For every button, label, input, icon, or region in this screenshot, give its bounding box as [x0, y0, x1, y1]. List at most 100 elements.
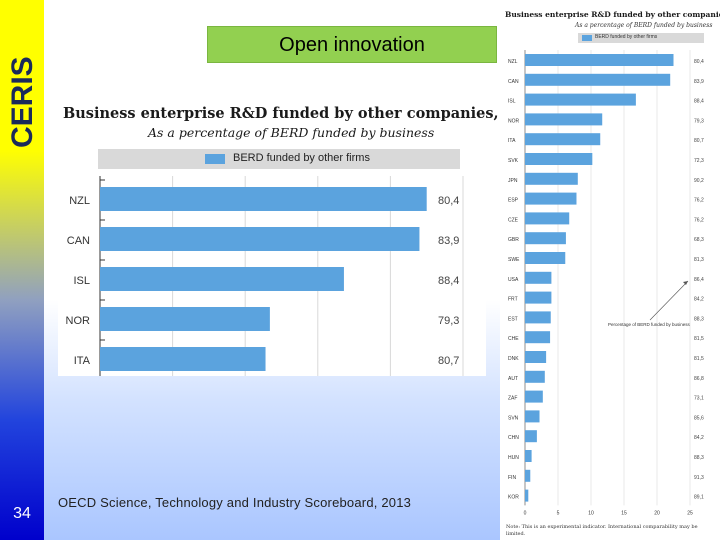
category-label: ESP [508, 198, 519, 204]
value-label: 81,3 [694, 257, 704, 263]
side-chart-subtitle: As a percentage of BERD funded by busine… [575, 22, 713, 29]
value-label: 85,6 [694, 415, 704, 421]
category-label: USA [508, 277, 519, 283]
bar [525, 252, 566, 264]
bar [100, 267, 344, 291]
side-bar: CERIS 34 [0, 0, 44, 540]
x-tick-label: 0 [524, 510, 527, 516]
bar [525, 430, 537, 443]
value-label: 79,3 [694, 118, 704, 124]
value-label: 88,4 [694, 99, 704, 105]
main-chart-plot: NZL 80,4 CAN 83,9 ISL 88,4 NOR 79,3 ITA 80,7 [66, 176, 464, 376]
value-label: 80,7 [694, 138, 704, 144]
category-label: NZL [69, 195, 90, 207]
value-label: 88,3 [694, 455, 704, 461]
value-label: 73,1 [694, 396, 704, 402]
value-label: 81,5 [694, 356, 704, 362]
legend-label: BERD funded by other firms [595, 34, 658, 40]
category-label: NOR [66, 315, 91, 327]
bar [100, 187, 427, 211]
bar [100, 227, 420, 251]
bar [525, 450, 532, 462]
value-label: 68,3 [694, 237, 704, 243]
bar [525, 73, 671, 86]
main-chart-legend: BERD funded by other firms [98, 149, 460, 169]
value-label: 83,9 [694, 79, 704, 85]
category-label: EST [508, 316, 518, 322]
logo-text: CERIS [6, 56, 39, 148]
value-label: 80,7 [438, 355, 459, 367]
category-label: SVN [508, 415, 519, 421]
category-label: CAN [508, 79, 519, 85]
category-label: HUN [508, 455, 519, 461]
main-chart-title: Business enterprise R&D funded by other … [63, 105, 545, 122]
legend-swatch [582, 35, 592, 41]
category-label: NZL [508, 59, 518, 65]
value-label: 76,2 [694, 198, 704, 204]
category-label: ISL [508, 99, 516, 105]
category-label: CAN [67, 235, 90, 247]
value-label: 80,4 [694, 59, 704, 65]
value-label: 88,3 [694, 316, 704, 322]
bar [525, 271, 552, 284]
legend-swatch [205, 154, 225, 164]
value-label: 80,4 [438, 195, 459, 207]
slide-title-box: Open innovation [207, 26, 497, 63]
side-chart-note: Note: This is an experimental indicator.… [506, 524, 698, 537]
category-label: CHE [508, 336, 519, 342]
category-label: ITA [508, 138, 516, 144]
bar [525, 93, 636, 106]
bar [100, 307, 270, 331]
bar [100, 347, 266, 371]
side-chart-annotation: Percentage of BERD funded by business [608, 322, 690, 327]
value-label: 79,3 [438, 315, 459, 327]
main-chart: Business enterprise R&D funded by other … [58, 98, 544, 376]
annotation-arrow [649, 280, 689, 321]
value-label: 91,3 [694, 475, 704, 481]
bar [525, 311, 551, 324]
category-label: ZAF [508, 396, 517, 402]
x-tick-label: 25 [687, 510, 693, 516]
bar [525, 331, 551, 344]
bar [525, 390, 543, 403]
bar [525, 489, 529, 502]
category-label: NOR [508, 118, 520, 124]
page-number: 34 [13, 505, 31, 522]
value-label: 76,2 [694, 217, 704, 223]
bar [525, 54, 674, 66]
value-label: 90,2 [694, 178, 704, 184]
bar [525, 469, 531, 482]
bar [525, 172, 578, 185]
bar [525, 410, 540, 423]
category-label: CHN [508, 435, 519, 441]
bar [525, 113, 603, 126]
category-label: AUT [508, 376, 518, 382]
side-chart: Business enterprise R&D funded by other … [500, 0, 720, 540]
side-chart-legend: BERD funded by other firms [578, 33, 704, 43]
legend-label: BERD funded by other firms [233, 152, 370, 164]
x-tick-label: 5 [557, 510, 560, 516]
value-label: 84,2 [694, 435, 704, 441]
value-label: 88,4 [438, 275, 459, 287]
category-label: SVK [508, 158, 519, 164]
bar [525, 192, 577, 205]
category-label: JPN [508, 178, 518, 184]
category-label: GBR [508, 237, 519, 243]
category-label: KOR [508, 495, 519, 501]
category-label: ISL [73, 275, 90, 287]
bar [525, 212, 570, 225]
bar [525, 153, 593, 165]
side-chart-plot: NZL 80,4 CAN 83,9 ISL 88,4 NOR 79,3 ITA 80,7 SVK 72… [508, 50, 704, 516]
value-label: 86,8 [694, 376, 704, 382]
value-label: 89,1 [694, 495, 704, 501]
bar [525, 291, 552, 304]
category-label: ITA [74, 355, 91, 367]
category-label: CZE [508, 217, 519, 223]
value-label: 72,3 [694, 158, 704, 164]
slide-title: Open innovation [279, 34, 425, 56]
main-chart-subtitle: As a percentage of BERD funded by busine… [148, 125, 435, 140]
category-label: FRT [508, 297, 518, 303]
bar [525, 351, 547, 363]
ceris-logo: CERIS [6, 56, 39, 148]
side-chart-title: Business enterprise R&D funded by other … [505, 10, 720, 19]
